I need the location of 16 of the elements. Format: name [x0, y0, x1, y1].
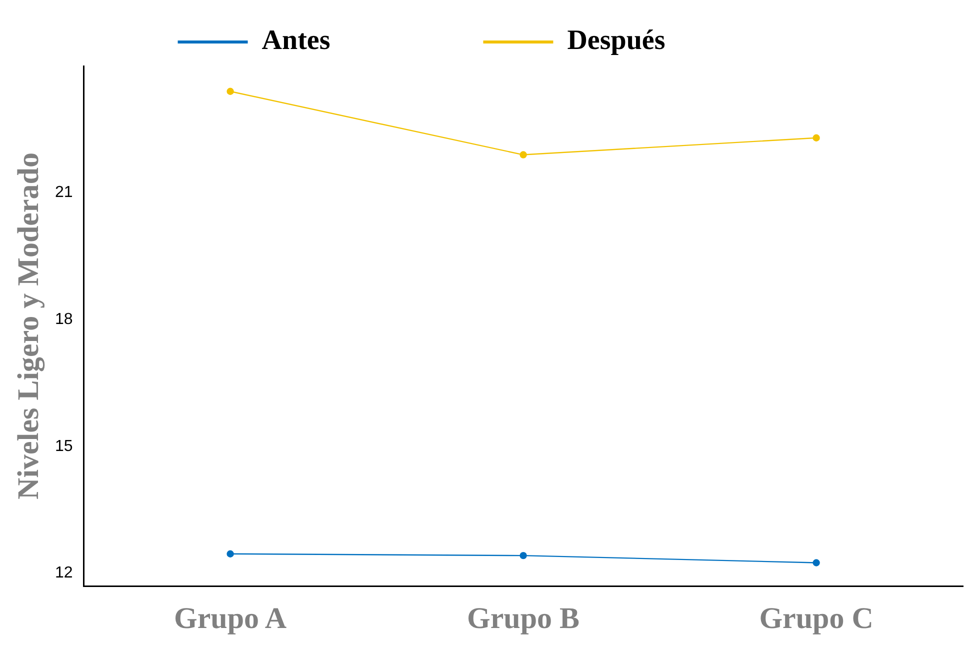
y-tick-label: 21 — [55, 184, 73, 202]
point — [812, 559, 820, 566]
x-tick-label: Grupo B — [467, 602, 580, 635]
point — [226, 88, 234, 95]
point — [520, 151, 527, 158]
point — [520, 552, 527, 560]
x-tick-label: Grupo C — [759, 602, 874, 635]
point — [812, 134, 820, 142]
legend-label: Antes — [262, 25, 464, 56]
x-tick-label: Grupo A — [174, 602, 287, 635]
y-tick-label: 15 — [55, 438, 73, 455]
y-tick-label: 18 — [55, 311, 73, 328]
y-axis-title: Niveles Ligero y Moderado — [12, 152, 45, 500]
point — [226, 550, 234, 558]
legend-label: Después — [567, 25, 798, 56]
y-tick-label: 12 — [55, 564, 73, 582]
